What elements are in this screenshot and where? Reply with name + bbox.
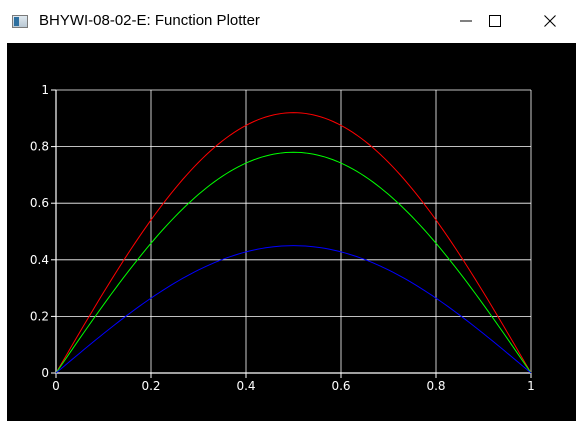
x-tick-label: 0.2 <box>141 379 160 393</box>
y-tick-label: 0.4 <box>30 253 49 267</box>
series-line-3 <box>55 245 532 374</box>
maximize-button[interactable] <box>472 0 518 42</box>
y-tick-label: 0.8 <box>30 140 49 154</box>
plot-area[interactable]: 0 0.2 0.4 0.6 0.8 1 0 0.2 0.4 0.6 0.8 1 <box>7 43 576 421</box>
app-window-icon[interactable] <box>12 15 28 28</box>
x-tick-label: 0.4 <box>236 379 255 393</box>
x-tick-label: 0.8 <box>426 379 445 393</box>
x-tick-label: 1 <box>527 379 535 393</box>
function-plot: 0 0.2 0.4 0.6 0.8 1 0 0.2 0.4 0.6 0.8 1 <box>30 83 535 393</box>
x-tick-label: 0.6 <box>331 379 350 393</box>
minimize-icon <box>460 20 472 22</box>
close-button[interactable] <box>527 0 573 42</box>
y-tick-label: 0 <box>41 366 49 380</box>
title-bar[interactable]: BHYWI-08-02-E: Function Plotter <box>0 0 576 42</box>
x-tick-label: 0 <box>52 379 60 393</box>
close-icon <box>544 15 556 27</box>
series-line-1 <box>55 112 532 374</box>
window-title: BHYWI-08-02-E: Function Plotter <box>39 12 260 29</box>
maximize-icon <box>489 15 501 27</box>
y-tick-label: 0.2 <box>30 309 49 323</box>
series-line-2 <box>55 151 532 374</box>
y-tick-label: 0.6 <box>30 196 49 210</box>
y-tick-label: 1 <box>41 83 49 97</box>
minimize-button[interactable] <box>443 0 489 42</box>
